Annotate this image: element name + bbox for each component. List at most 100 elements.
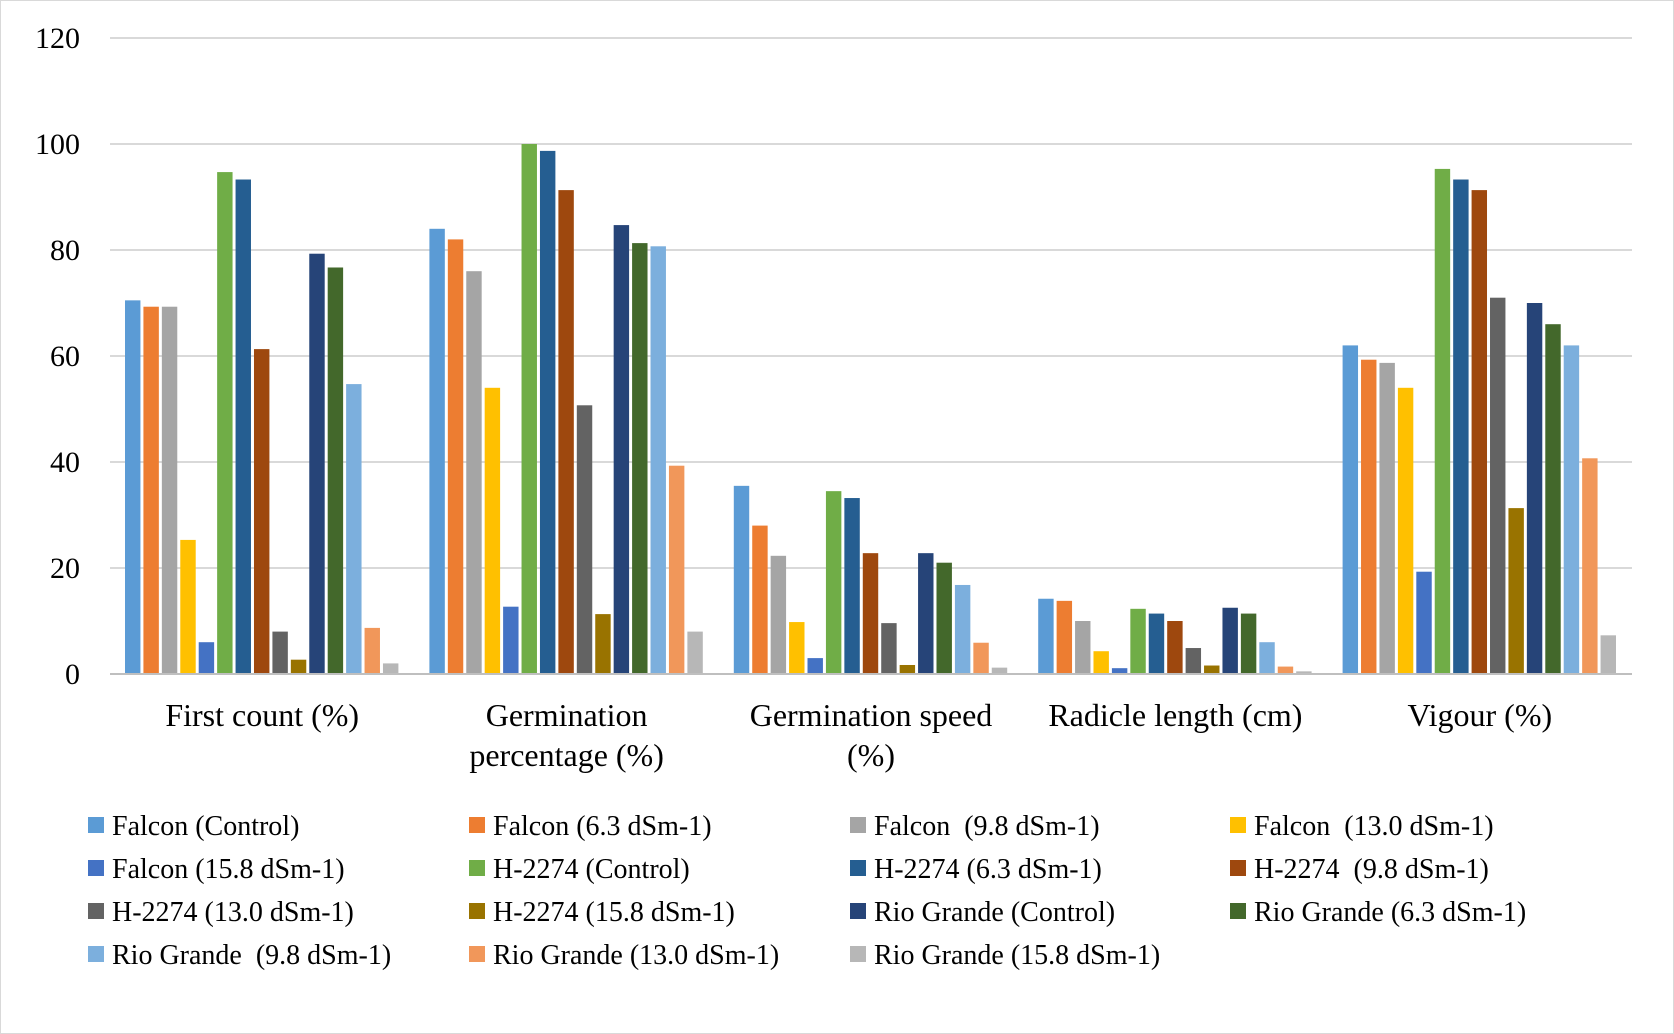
bar — [180, 539, 196, 674]
legend-swatch — [469, 903, 485, 919]
legend-swatch — [88, 817, 104, 833]
legend-label: Rio Grande (6.3 dSm-1) — [1254, 897, 1526, 928]
bar — [1379, 362, 1395, 674]
bar — [484, 387, 501, 674]
bar — [235, 179, 251, 674]
legend-swatch — [1230, 860, 1246, 876]
bar — [770, 555, 787, 674]
bar — [217, 172, 233, 674]
bar — [466, 271, 482, 674]
bar — [1397, 387, 1414, 674]
bar — [1545, 324, 1561, 674]
y-tick-label: 40 — [50, 446, 80, 479]
bar — [309, 253, 325, 674]
bar — [973, 642, 989, 674]
bar — [825, 491, 842, 674]
bar — [733, 485, 750, 674]
bar — [899, 664, 916, 674]
legend-swatch — [88, 903, 104, 919]
legend-label: Falcon (9.8 dSm-1) — [874, 811, 1100, 842]
legend-swatch — [850, 903, 866, 919]
bar — [1342, 345, 1359, 674]
bar — [844, 498, 860, 674]
legend-swatch — [469, 946, 485, 962]
legend-swatch — [469, 860, 485, 876]
bar — [650, 246, 666, 675]
category-label: Germination — [486, 697, 648, 733]
bar — [918, 553, 934, 674]
legend-label: H-2274 (9.8 dSm-1) — [1254, 854, 1489, 885]
legend-label: Falcon (15.8 dSm-1) — [112, 854, 345, 885]
gridlines — [110, 37, 1632, 569]
bar — [1093, 651, 1109, 674]
legend-swatch — [850, 946, 866, 962]
bar — [1600, 635, 1616, 674]
bar — [1582, 458, 1598, 674]
bar — [503, 606, 519, 674]
legend-label: H-2274 (15.8 dSm-1) — [493, 897, 735, 928]
bar — [752, 525, 768, 674]
bar — [1240, 613, 1257, 674]
bars — [125, 144, 1616, 675]
y-tick-label: 60 — [50, 340, 80, 373]
legend-label: H-2274 (Control) — [493, 854, 690, 885]
y-tick-label: 100 — [35, 128, 80, 161]
bar — [1075, 621, 1091, 674]
bar — [143, 306, 159, 674]
y-tick-label: 20 — [50, 552, 80, 585]
category-label: percentage (%) — [469, 737, 664, 773]
y-tick-label: 120 — [35, 22, 80, 55]
legend-label: Rio Grande (9.8 dSm-1) — [112, 940, 391, 971]
bar — [687, 631, 703, 674]
bar — [576, 405, 593, 674]
bar — [253, 349, 270, 674]
bar — [1508, 508, 1524, 674]
bar — [125, 300, 141, 674]
legend-swatch — [850, 860, 866, 876]
legend-swatch — [850, 817, 866, 833]
category-labels: First count (%) Germination percentage (%)… — [165, 697, 1552, 773]
legend-swatch — [469, 817, 485, 833]
category-label: Vigour (%) — [1407, 697, 1552, 733]
y-tick-label: 80 — [50, 234, 80, 267]
bar — [1130, 608, 1146, 674]
bar — [1222, 607, 1238, 674]
bar — [613, 225, 630, 674]
legend-label: H-2274 (6.3 dSm-1) — [874, 854, 1102, 885]
bar — [1204, 665, 1220, 674]
bar — [632, 243, 648, 675]
bar — [1148, 613, 1165, 674]
bar — [1277, 666, 1294, 674]
bar — [789, 622, 805, 674]
bar — [936, 562, 952, 674]
bar — [668, 465, 685, 674]
bar — [1167, 621, 1183, 674]
legend-label: Falcon (13.0 dSm-1) — [1254, 811, 1494, 842]
bar — [1526, 303, 1543, 674]
bar — [881, 623, 897, 674]
legend-label: Rio Grande (15.8 dSm-1) — [874, 940, 1160, 971]
bar — [1361, 359, 1377, 674]
bar — [198, 642, 215, 674]
legend-label: Rio Grande (13.0 dSm-1) — [493, 940, 779, 971]
category-label: First count (%) — [165, 697, 359, 733]
category-label: (%) — [847, 737, 895, 773]
bar — [1056, 600, 1073, 674]
bar — [558, 190, 574, 675]
bar — [272, 631, 288, 674]
bar — [595, 614, 611, 674]
legend-swatch — [1230, 903, 1246, 919]
bar — [807, 658, 823, 674]
bar — [447, 239, 464, 674]
legend-label: Falcon (6.3 dSm-1) — [493, 811, 712, 842]
bar — [429, 228, 445, 675]
bar — [539, 150, 556, 674]
bar — [1416, 571, 1432, 674]
bar — [1453, 179, 1469, 674]
bar — [1563, 345, 1580, 674]
bar — [1185, 648, 1202, 674]
legend-swatch — [1230, 817, 1246, 833]
bar — [862, 553, 879, 674]
category-label: Radicle length (cm) — [1048, 697, 1302, 733]
